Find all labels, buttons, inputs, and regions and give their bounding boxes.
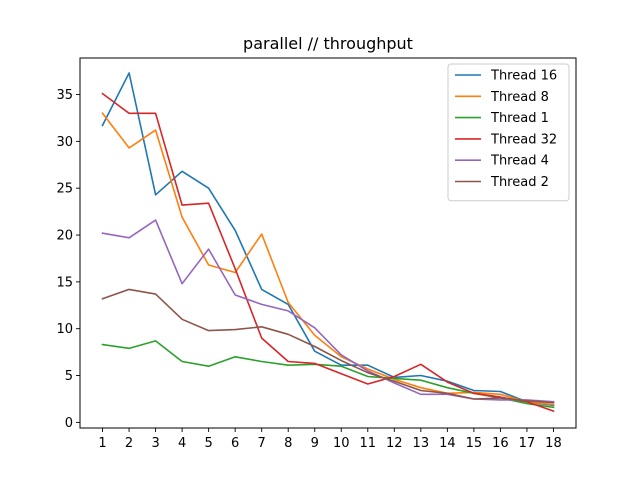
x-tick-label: 5 [205,436,213,451]
legend: Thread 16 Thread 8 Thread 1 Thread 32 Thread… [447,63,570,202]
y-tick-label: 20 [56,229,73,244]
y-tick-label: 5 [65,369,73,384]
y-tick-label: 35 [56,88,73,103]
x-tick-label: 12 [386,436,403,451]
series-line-1 [101,112,555,406]
plot-frame [79,57,577,429]
x-tick-label: 7 [258,436,266,451]
x-tick-label: 17 [519,436,536,451]
legend-label: Thread 4 [490,154,549,169]
y-tick-label: 15 [56,275,73,290]
x-axis: 1 2 3 4 5 6 7 8 9 10 11 12 13 14 15 16 17 18 [98,428,562,451]
x-tick-label: 6 [231,436,239,451]
series-line-3 [101,92,555,413]
x-tick-label: 1 [98,436,106,451]
chart-title: parallel // throughput [243,34,413,53]
y-tick-label: 25 [56,182,73,197]
legend-label: Thread 8 [490,90,549,105]
y-axis: 0 5 10 15 20 25 30 35 [56,88,80,431]
legend-label: Thread 16 [490,69,557,84]
x-tick-label: 16 [492,436,509,451]
y-tick-label: 30 [56,135,73,150]
x-tick-label: 8 [284,436,292,451]
legend-label: Thread 32 [490,132,557,147]
series-line-5 [101,288,555,404]
x-tick-label: 13 [413,436,430,451]
y-tick-label: 0 [65,416,73,431]
x-tick-label: 15 [466,436,483,451]
series-layer [101,72,555,413]
x-tick-label: 14 [439,436,456,451]
x-tick-label: 9 [311,436,319,451]
legend-box [447,63,570,202]
x-tick-label: 11 [360,436,377,451]
legend-label: Thread 1 [490,111,549,126]
x-tick-label: 18 [545,436,562,451]
x-tick-label: 2 [125,436,133,451]
y-tick-label: 10 [56,322,73,337]
x-tick-label: 10 [333,436,350,451]
x-tick-label: 4 [178,436,186,451]
series-line-0 [101,72,555,407]
legend-label: Thread 2 [490,175,549,190]
x-tick-label: 3 [151,436,159,451]
